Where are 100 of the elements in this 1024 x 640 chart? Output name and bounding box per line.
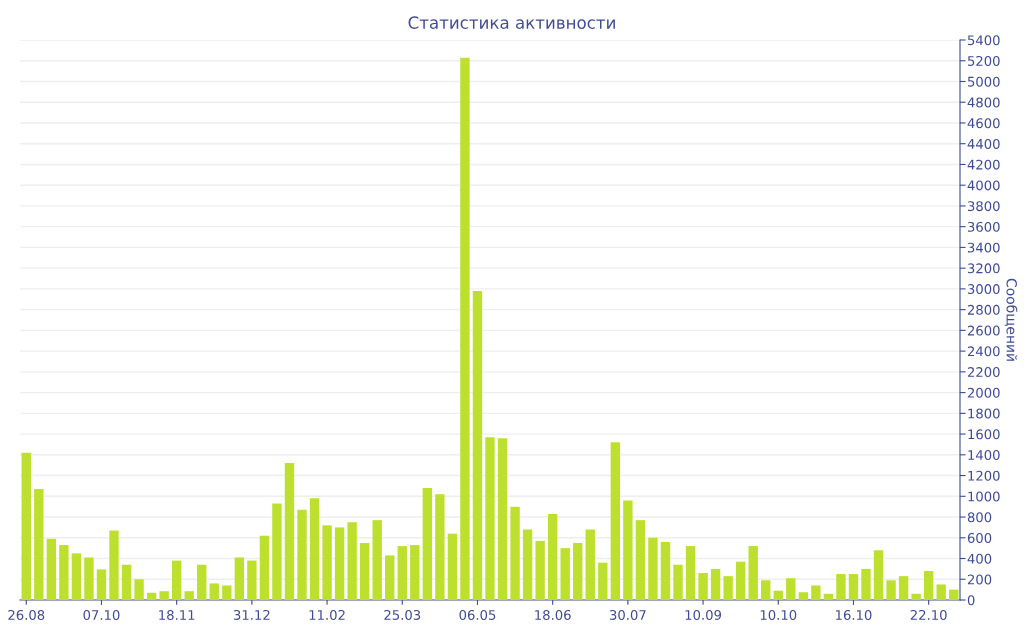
- bar: [21, 452, 31, 600]
- bar: [886, 580, 896, 600]
- y-tick-label: 5400: [967, 35, 1000, 46]
- bar: [334, 527, 345, 600]
- y-tick-label: 1000: [968, 491, 1000, 502]
- bar: [209, 583, 219, 600]
- x-tick-label: 25.03: [384, 609, 421, 620]
- bar: [660, 541, 671, 600]
- y-tick-label: 2800: [967, 304, 1000, 315]
- y-tick-label: 0: [967, 595, 975, 606]
- x-tick-label: 30.07: [609, 609, 646, 620]
- y-tick-label: 3200: [967, 263, 1000, 274]
- x-tick-label: 22.10: [910, 609, 947, 620]
- bar: [510, 506, 520, 600]
- x-tick-label: 31.12: [233, 609, 270, 620]
- bar: [146, 592, 157, 600]
- bar: [598, 562, 608, 600]
- bar: [610, 442, 621, 600]
- bar: [623, 500, 633, 600]
- bar: [259, 535, 270, 600]
- bar: [397, 546, 407, 600]
- bar: [84, 557, 94, 600]
- bar: [698, 573, 708, 600]
- bar: [522, 529, 533, 600]
- bar: [573, 542, 583, 600]
- bar: [936, 584, 946, 600]
- y-tick-label: 4800: [967, 97, 1000, 108]
- chart-title: Статистика активности: [408, 16, 615, 29]
- bar: [71, 553, 82, 600]
- y-tick-label: 1800: [968, 408, 1000, 419]
- bar: [460, 57, 470, 600]
- bar: [811, 585, 821, 600]
- bar: [773, 590, 783, 600]
- bar: [159, 591, 169, 600]
- y-tick-label: 1600: [968, 429, 1000, 440]
- bar: [873, 550, 884, 600]
- bar: [723, 576, 733, 600]
- bar: [786, 578, 796, 600]
- bar: [247, 560, 257, 600]
- bar: [560, 548, 570, 600]
- y-tick-label: 1400: [968, 450, 1000, 461]
- bar: [848, 574, 859, 600]
- bar: [898, 576, 909, 600]
- bar: [497, 438, 508, 600]
- bar: [109, 530, 119, 600]
- bar: [685, 546, 696, 600]
- x-tick-label: 10.09: [685, 609, 722, 620]
- bar: [385, 555, 395, 600]
- bar: [547, 513, 558, 600]
- bar: [798, 592, 809, 600]
- y-tick-label: 5000: [967, 76, 1000, 87]
- bar: [673, 564, 683, 600]
- bar: [472, 290, 483, 600]
- bar: [410, 545, 420, 600]
- bar: [46, 538, 57, 600]
- bar: [171, 560, 182, 600]
- y-tick-label: 400: [967, 553, 992, 564]
- y-tick-label: 600: [967, 533, 992, 543]
- bar: [585, 529, 595, 600]
- bar: [435, 494, 445, 600]
- bar: [949, 589, 959, 600]
- y-tick-label: 3800: [967, 201, 1000, 212]
- x-tick-label: 16.10: [836, 609, 872, 620]
- x-tick-label: 11.02: [309, 609, 345, 620]
- x-tick-label: 07.10: [83, 609, 120, 620]
- bar: [197, 564, 207, 600]
- bar: [710, 568, 721, 600]
- x-tick-label: 18.06: [535, 609, 571, 620]
- y-tick-label: 1200: [968, 470, 1000, 481]
- x-tick-label: 06.05: [459, 609, 496, 620]
- bar: [284, 463, 295, 600]
- y-tick-label: 2400: [967, 346, 1000, 357]
- bar: [372, 520, 382, 600]
- bar: [748, 546, 758, 600]
- y-tick-label: 800: [967, 512, 992, 523]
- bar: [861, 568, 871, 600]
- y-tick-label: 2000: [967, 387, 1000, 398]
- bar: [347, 522, 357, 600]
- bar: [761, 580, 771, 600]
- bar: [234, 557, 245, 600]
- bar: [359, 542, 370, 600]
- bar: [485, 437, 495, 600]
- bar: [222, 585, 232, 600]
- y-axis-title: Сообщений: [1004, 278, 1018, 361]
- x-tick-label: 18.11: [159, 609, 195, 620]
- bar: [535, 540, 545, 600]
- bar: [184, 591, 194, 600]
- bar: [322, 525, 332, 600]
- y-tick-label: 5200: [967, 55, 1000, 66]
- bar: [911, 593, 921, 600]
- x-tick-label: 26.08: [8, 609, 45, 620]
- y-tick-label: 3000: [967, 284, 1000, 295]
- bar: [422, 488, 433, 600]
- bar: [923, 570, 934, 600]
- bar: [823, 593, 834, 600]
- bar: [309, 498, 320, 600]
- y-tick-label: 4400: [967, 138, 1000, 149]
- bar: [96, 569, 107, 600]
- y-tick-label: 2200: [967, 367, 1000, 378]
- y-tick-label: 3600: [967, 221, 1000, 232]
